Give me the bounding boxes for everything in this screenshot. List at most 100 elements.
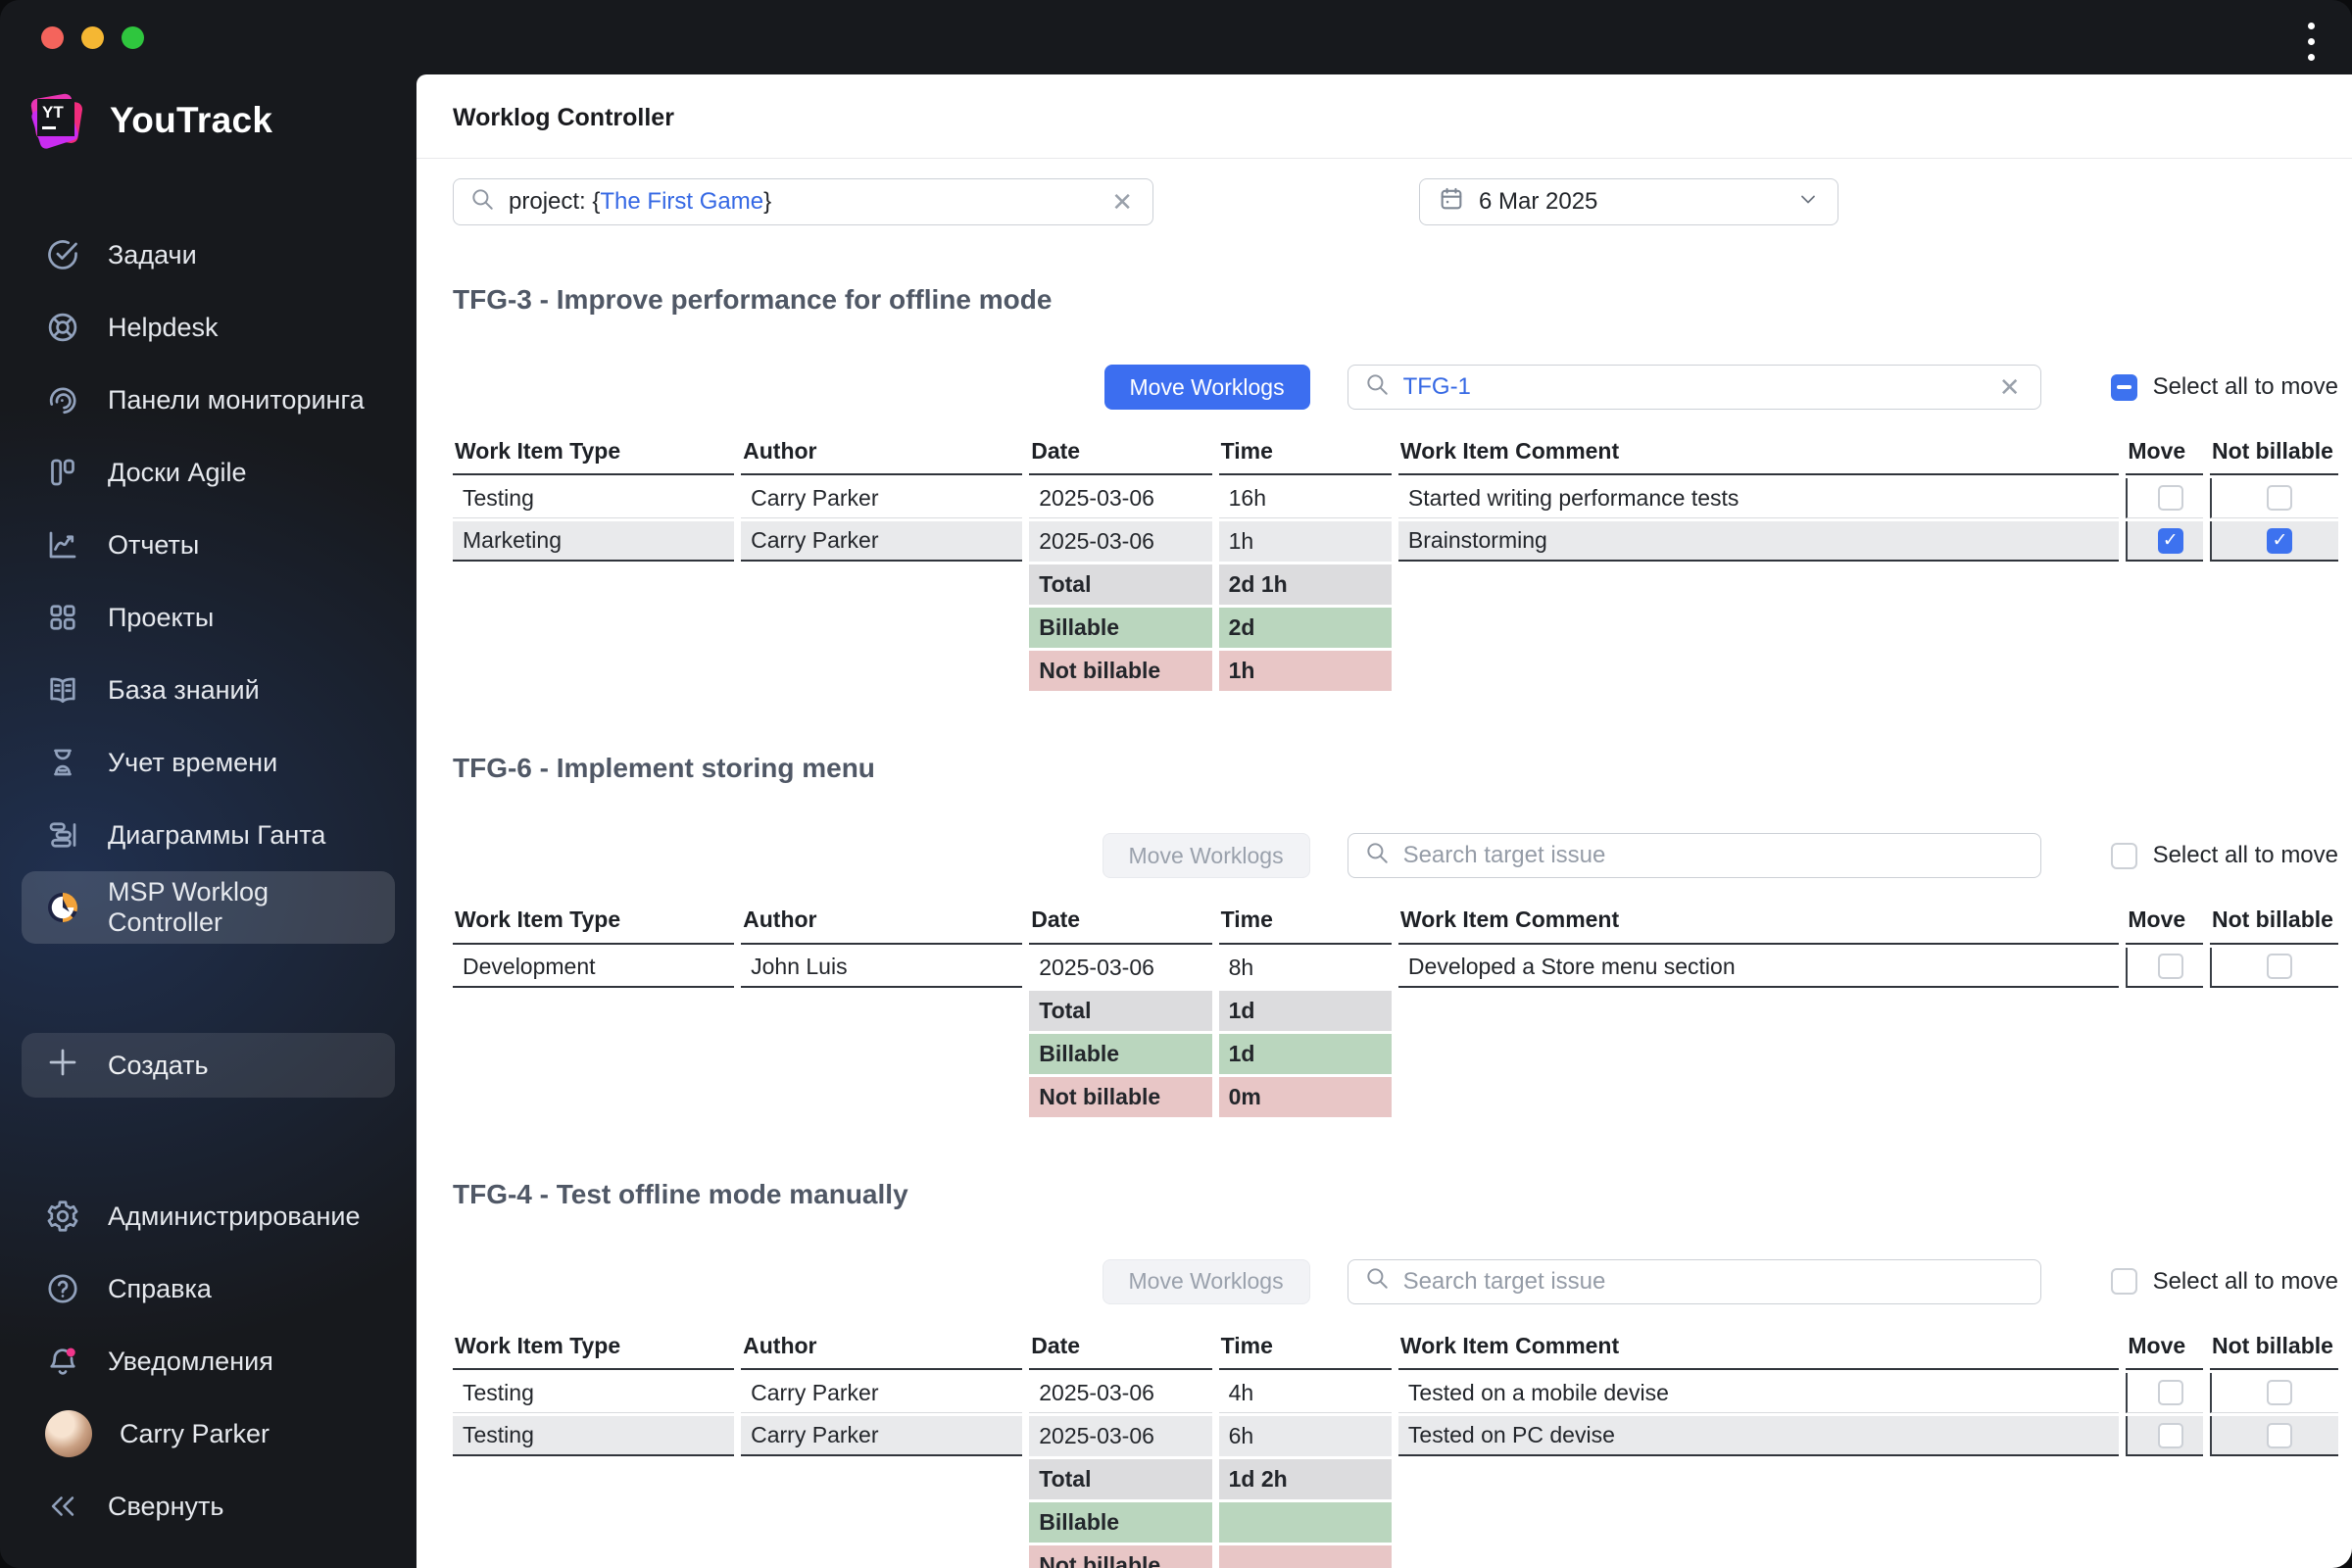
summary-row: Not billable 1h — [453, 651, 2338, 692]
worklog-row: Marketing Carry Parker 2025-03-06 1h Brainst… — [453, 521, 2338, 563]
not-billable-checkbox[interactable]: ✓ — [2267, 527, 2293, 554]
summary-value: 1d 2h — [1218, 1459, 1392, 1500]
sidebar-item-label: Панели мониторинга — [108, 384, 365, 415]
sidebar-item-tasks[interactable]: Задачи — [22, 219, 395, 291]
date-picker[interactable]: 6 Mar 2025 — [1419, 178, 1838, 225]
select-all-to-move[interactable]: Select all to move — [2110, 1268, 2338, 1296]
move-worklogs-button[interactable]: Move Worklogs — [1102, 1258, 1310, 1304]
kebab-menu-icon[interactable] — [2291, 20, 2330, 63]
cell-type: Marketing — [453, 521, 735, 563]
main-panel: Worklog Controller project: {The First G… — [416, 74, 2352, 1568]
summary-row: Total 1d — [453, 990, 2338, 1031]
move-worklogs-button[interactable]: Move Worklogs — [1102, 833, 1310, 879]
move-checkbox[interactable] — [2157, 1380, 2183, 1406]
sidebar-item-msp-worklog-controller[interactable]: MSP Worklog Controller — [22, 871, 395, 944]
close-window-button[interactable] — [41, 26, 64, 49]
cell-not-billable — [2209, 1416, 2338, 1457]
not-billable-checkbox[interactable] — [2267, 485, 2293, 512]
cell-time: 4h — [1218, 1373, 1392, 1414]
cell-author: John Luis — [741, 947, 1023, 988]
not-billable-checkbox[interactable] — [2267, 954, 2293, 980]
sidebar-item-label: Диаграммы Ганта — [108, 819, 326, 850]
sidebar-item-administration[interactable]: Администрирование — [22, 1180, 395, 1252]
select-all-checkbox[interactable] — [2110, 842, 2137, 869]
worklog-pie-icon — [45, 890, 80, 925]
gantt-icon — [45, 817, 80, 853]
agile-boards-icon — [45, 455, 80, 490]
select-all-label: Select all to move — [2152, 842, 2338, 869]
select-all-to-move[interactable]: Select all to move — [2110, 373, 2338, 401]
summary-row: Billable — [453, 1502, 2338, 1544]
create-button[interactable]: Создать — [22, 1033, 395, 1098]
sidebar-item-knowledge-base[interactable]: База знаний — [22, 654, 395, 726]
summary-value — [1218, 1502, 1392, 1544]
column-header: Not billable — [2209, 434, 2338, 476]
clear-project-query-icon[interactable]: ✕ — [1111, 186, 1133, 217]
issue-section: TFG-4 - Test offline mode manually Move W… — [453, 1179, 2338, 1568]
target-issue-input[interactable] — [1402, 842, 2025, 870]
user-name: Carry Parker — [120, 1418, 270, 1448]
cell-time: 1h — [1218, 521, 1392, 563]
sidebar-item-user[interactable]: Carry Parker — [22, 1397, 395, 1470]
summary-value: 2d 1h — [1218, 564, 1392, 606]
section-controls: Move Worklogs ✕ Select all to move — [453, 365, 2338, 410]
project-search-input[interactable]: project: {The First Game} ✕ — [453, 178, 1153, 225]
minimize-window-button[interactable] — [81, 26, 104, 49]
target-issue-searchbox: ✕ — [1347, 365, 2041, 410]
clear-target-issue-icon[interactable]: ✕ — [1998, 371, 2021, 402]
cell-date: 2025-03-06 — [1029, 1416, 1212, 1457]
sidebar-item-projects[interactable]: Проекты — [22, 581, 395, 654]
cell-move — [2126, 1373, 2203, 1414]
sidebar-nav: Задачи Helpdesk Панели мониторинга Доски Ag… — [0, 219, 416, 944]
column-header: Work Item Type — [453, 1329, 735, 1371]
summary-label: Billable — [1029, 1033, 1212, 1074]
column-header: Work Item Comment — [1397, 903, 2120, 945]
move-worklogs-button[interactable]: Move Worklogs — [1103, 365, 1310, 410]
collapse-sidebar-button[interactable]: Свернуть — [22, 1470, 395, 1543]
select-all-checkbox[interactable] — [2110, 373, 2137, 401]
sidebar-item-agile-boards[interactable]: Доски Agile — [22, 436, 395, 509]
worklog-row: Testing Carry Parker 2025-03-06 6h Tested on… — [453, 1416, 2338, 1457]
cell-not-billable — [2209, 478, 2338, 519]
worklog-row: Testing Carry Parker 2025-03-06 4h Tested on… — [453, 1373, 2338, 1414]
sidebar-item-time-tracking[interactable]: Учет времени — [22, 726, 395, 799]
sidebar-item-reports[interactable]: Отчеты — [22, 509, 395, 581]
sidebar-item-dashboards[interactable]: Панели мониторинга — [22, 364, 395, 436]
move-checkbox[interactable] — [2157, 954, 2183, 980]
time-tracking-icon — [45, 745, 80, 780]
target-issue-input[interactable] — [1402, 1267, 2025, 1296]
sidebar-item-gantt-charts[interactable]: Диаграммы Ганта — [22, 799, 395, 871]
sidebar-item-notifications[interactable]: Уведомления — [22, 1325, 395, 1397]
user-avatar — [45, 1410, 92, 1457]
summary-value: 2d — [1218, 608, 1392, 649]
summary-label: Total — [1029, 1459, 1212, 1500]
window-controls — [41, 26, 144, 49]
sidebar-item-label: Отчеты — [108, 529, 200, 560]
summary-value: 1d — [1218, 1033, 1392, 1074]
issue-section-title: TFG-3 - Improve performance for offline … — [453, 284, 1053, 315]
plus-icon — [45, 1045, 80, 1087]
summary-row: Billable 1d — [453, 1033, 2338, 1074]
move-checkbox[interactable] — [2157, 485, 2183, 512]
column-header: Date — [1029, 434, 1212, 476]
select-all-checkbox[interactable] — [2110, 1268, 2137, 1296]
move-checkbox[interactable] — [2157, 1422, 2183, 1448]
sidebar-item-label: Справка — [108, 1273, 212, 1303]
chevron-down-icon — [1796, 187, 1820, 218]
gear-icon — [45, 1199, 80, 1234]
select-all-to-move[interactable]: Select all to move — [2110, 842, 2338, 869]
not-billable-checkbox[interactable] — [2267, 1422, 2293, 1448]
target-issue-input[interactable] — [1402, 373, 1982, 401]
move-checkbox[interactable]: ✓ — [2157, 527, 2183, 554]
sidebar-item-helpdesk[interactable]: Helpdesk — [22, 291, 395, 364]
sidebar-item-help[interactable]: Справка — [22, 1252, 395, 1325]
sidebar-item-label: Учет времени — [108, 747, 278, 777]
sidebar: YT YouTrack Задачи Helpdesk Панели монитор… — [0, 0, 416, 1568]
zoom-window-button[interactable] — [122, 26, 144, 49]
target-issue-searchbox — [1347, 1258, 2041, 1304]
cell-move: ✓ — [2126, 521, 2203, 563]
sidebar-item-label: Задачи — [108, 239, 197, 270]
reports-icon — [45, 527, 80, 563]
projects-icon — [45, 600, 80, 635]
not-billable-checkbox[interactable] — [2267, 1380, 2293, 1406]
